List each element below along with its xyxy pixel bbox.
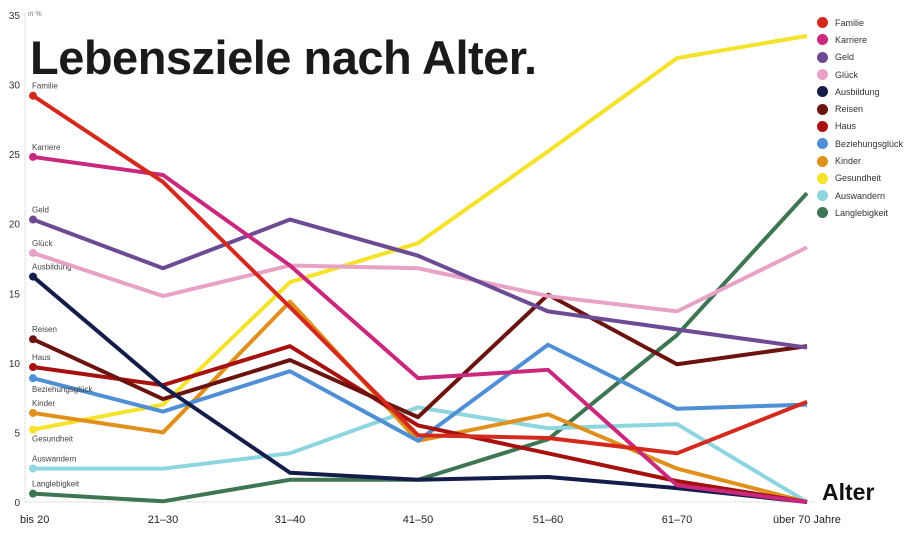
data-point [29, 272, 37, 281]
legend-item: Haus [817, 118, 903, 135]
legend-item: Kinder [817, 152, 903, 169]
y-tick-label: 35 [9, 11, 21, 22]
series-label: Karriere [32, 143, 61, 152]
legend-swatch [817, 17, 828, 29]
series-label: Glück [32, 239, 53, 248]
legend-swatch [817, 69, 828, 81]
legend-swatch [817, 120, 828, 132]
legend-label: Haus [835, 121, 857, 132]
legend-swatch [817, 172, 828, 184]
legend-item: Gesundheit [817, 170, 903, 187]
series-line-reisen [32, 292, 808, 420]
x-tick-label: 31–40 [275, 514, 306, 526]
x-tick-label: 61–70 [662, 514, 693, 526]
data-point [29, 91, 37, 100]
data-point [29, 248, 37, 257]
legend-label: Ausbildung [835, 86, 880, 97]
x-tick-label: 51–60 [533, 514, 564, 526]
y-tick-label: 20 [9, 220, 21, 231]
series-label: Langlebigkeit [32, 480, 80, 489]
legend-swatch [817, 138, 828, 150]
legend-item: Karriere [817, 31, 903, 48]
series-line-auswandern [33, 405, 809, 504]
series-label: Reisen [32, 325, 57, 334]
legend-label: Karriere [835, 34, 868, 45]
legend-label: Langlebigkeit [835, 207, 889, 218]
legend-label: Beziehungsglück [835, 138, 904, 149]
legend-swatch [817, 103, 828, 115]
legend-label: Gesundheit [835, 173, 882, 184]
y-tick-label: 15 [9, 289, 21, 300]
legend-label: Kinder [835, 156, 862, 167]
legend-swatch [817, 51, 828, 63]
series-label: Ausbildung [32, 263, 72, 272]
data-point [29, 374, 37, 383]
data-point [29, 152, 37, 161]
legend-label: Auswandern [835, 190, 886, 201]
data-point [29, 363, 37, 372]
legend-item: Glück [817, 66, 903, 83]
legend-label: Geld [835, 52, 855, 63]
series-label: Beziehungsglück [32, 385, 93, 394]
chart-title: Lebensziele nach Alter. [30, 31, 537, 84]
series-label: Geld [32, 206, 49, 215]
legend-swatch [817, 207, 828, 219]
legend-label: Familie [835, 17, 865, 28]
series-line-gesundheit [32, 33, 808, 432]
series-label: Haus [32, 353, 51, 362]
legend-swatch [817, 34, 828, 46]
y-tick-label: 0 [14, 498, 20, 509]
legend-item: Langlebigkeit [817, 204, 903, 221]
unit-label: in % [28, 11, 42, 18]
legend-item: Geld [817, 49, 903, 66]
x-tick-label: 41–50 [403, 514, 434, 526]
legend-label: Reisen [835, 104, 864, 115]
series-line-beziehungsglück [32, 342, 808, 443]
series-label: Kinder [32, 399, 55, 408]
x-tick-label: bis 20 [20, 514, 49, 526]
x-tick-label: über 70 Jahre [773, 514, 841, 526]
data-point [29, 425, 37, 434]
data-point [29, 464, 37, 473]
data-point [29, 335, 37, 344]
legend-item: Familie [817, 14, 903, 31]
y-tick-label: 10 [9, 359, 21, 370]
x-axis-label: Alter [822, 479, 875, 505]
legend-item: Beziehungsglück [817, 135, 903, 152]
legend-item: Ausbildung [817, 83, 903, 100]
series-label: Familie [32, 82, 58, 91]
series-line-ausbildung [31, 275, 808, 504]
series-line-geld [32, 217, 808, 350]
legend: Familie Karriere Geld Glück Ausbildung Reisen… [817, 14, 903, 222]
legend-swatch [817, 190, 828, 202]
x-tick-label: 21–30 [148, 514, 179, 526]
series-line-glück [32, 245, 808, 314]
series-label: Auswandern [32, 455, 76, 464]
legend-swatch [817, 155, 828, 167]
y-tick-label: 5 [14, 428, 20, 439]
y-tick-label: 30 [9, 81, 21, 92]
series-line-karriere [32, 154, 808, 504]
legend-label: Glück [835, 69, 859, 80]
y-tick-label: 25 [9, 150, 21, 161]
data-point [29, 215, 37, 224]
data-point [29, 408, 37, 417]
series-label: Gesundheit [32, 435, 74, 444]
legend-item: Auswandern [817, 187, 903, 204]
legend-swatch [817, 86, 828, 98]
legend-item: Reisen [817, 100, 903, 117]
series-line-familie [31, 94, 808, 456]
data-point [29, 489, 37, 498]
